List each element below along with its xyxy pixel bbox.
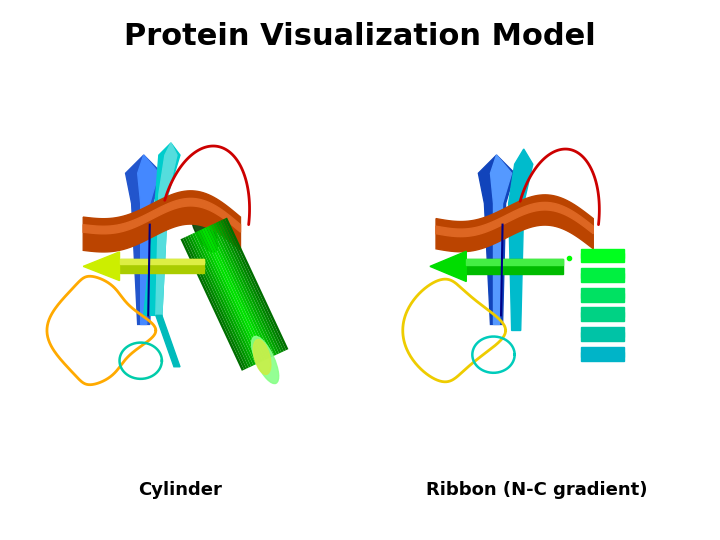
Polygon shape	[211, 224, 274, 357]
Polygon shape	[125, 155, 162, 325]
Polygon shape	[199, 230, 263, 362]
Polygon shape	[185, 236, 249, 369]
Polygon shape	[181, 238, 244, 371]
Polygon shape	[120, 259, 204, 273]
Polygon shape	[190, 234, 253, 367]
Polygon shape	[581, 293, 624, 298]
Polygon shape	[204, 227, 267, 360]
Polygon shape	[197, 231, 261, 363]
Ellipse shape	[253, 340, 271, 374]
Polygon shape	[208, 225, 272, 358]
Polygon shape	[508, 149, 533, 330]
Polygon shape	[156, 315, 180, 367]
Polygon shape	[436, 202, 593, 237]
Polygon shape	[430, 251, 467, 281]
Polygon shape	[84, 198, 240, 234]
Ellipse shape	[251, 336, 279, 383]
Polygon shape	[581, 268, 624, 282]
Polygon shape	[581, 288, 624, 302]
Polygon shape	[581, 352, 624, 356]
Polygon shape	[84, 191, 240, 252]
Polygon shape	[225, 218, 289, 350]
Polygon shape	[581, 248, 624, 262]
Polygon shape	[215, 222, 279, 355]
Ellipse shape	[190, 205, 217, 252]
Text: Protein Visualization Model: Protein Visualization Model	[124, 22, 596, 51]
Polygon shape	[581, 332, 624, 337]
Polygon shape	[202, 228, 265, 361]
Polygon shape	[436, 195, 593, 252]
Polygon shape	[120, 259, 204, 264]
Polygon shape	[467, 259, 563, 265]
Polygon shape	[490, 155, 512, 325]
Polygon shape	[581, 273, 624, 278]
Polygon shape	[138, 155, 159, 325]
Polygon shape	[192, 233, 256, 366]
Polygon shape	[187, 235, 251, 368]
Polygon shape	[581, 327, 624, 341]
Text: Cylinder: Cylinder	[138, 481, 222, 498]
Polygon shape	[144, 143, 180, 315]
Polygon shape	[84, 252, 120, 281]
Polygon shape	[206, 226, 270, 359]
Polygon shape	[156, 143, 177, 315]
Polygon shape	[581, 347, 624, 361]
Polygon shape	[213, 223, 276, 356]
Polygon shape	[217, 221, 282, 354]
Polygon shape	[183, 237, 246, 370]
Polygon shape	[467, 259, 563, 274]
Polygon shape	[581, 307, 624, 321]
Text: Ribbon (N-C gradient): Ribbon (N-C gradient)	[426, 481, 647, 498]
Polygon shape	[222, 219, 286, 352]
Polygon shape	[220, 220, 284, 353]
Polygon shape	[581, 313, 624, 318]
Polygon shape	[478, 155, 515, 325]
Polygon shape	[194, 232, 258, 364]
Polygon shape	[581, 253, 624, 258]
